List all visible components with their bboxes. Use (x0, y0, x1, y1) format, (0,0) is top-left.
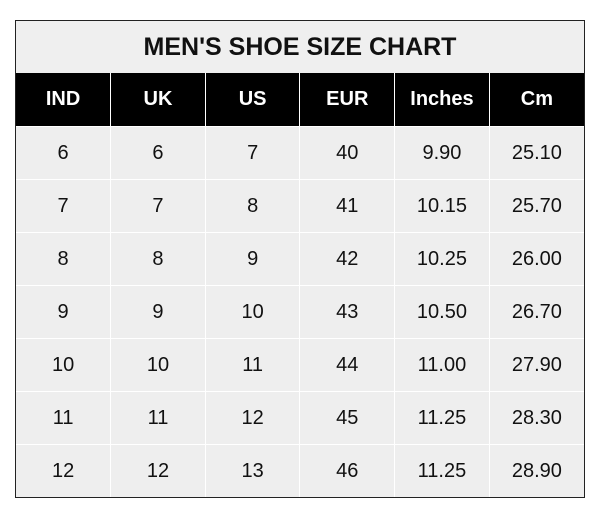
cell-cm: 28.90 (488, 444, 584, 497)
cell-ind: 6 (16, 126, 112, 180)
cell-us: 13 (204, 444, 301, 497)
cell-inches: 11.25 (394, 391, 490, 445)
cell-eur: 44 (299, 338, 396, 392)
cell-uk: 7 (110, 179, 206, 233)
table-row: 8 8 9 42 10.25 26.00 (16, 232, 584, 286)
column-header-us: US (204, 73, 301, 127)
size-table: IND UK US EUR Inches Cm 6 6 7 40 9.90 25.10 7 7 8 41 10… (16, 73, 584, 497)
column-header-ind: IND (16, 73, 112, 127)
cell-ind: 9 (16, 285, 112, 339)
cell-cm: 25.10 (488, 126, 584, 180)
cell-eur: 42 (299, 232, 396, 286)
cell-us: 12 (204, 391, 301, 445)
cell-inches: 10.15 (394, 179, 490, 233)
cell-ind: 8 (16, 232, 112, 286)
cell-cm: 27.90 (488, 338, 584, 392)
column-header-inches: Inches (394, 73, 490, 127)
table-row: 6 6 7 40 9.90 25.10 (16, 126, 584, 180)
cell-eur: 41 (299, 179, 396, 233)
cell-uk: 6 (110, 126, 206, 180)
cell-uk: 8 (110, 232, 206, 286)
column-header-uk: UK (110, 73, 206, 127)
table-row: 9 9 10 43 10.50 26.70 (16, 285, 584, 339)
cell-inches: 11.25 (394, 444, 490, 497)
cell-eur: 46 (299, 444, 396, 497)
table-row: 12 12 13 46 11.25 28.90 (16, 444, 584, 497)
table-row: 7 7 8 41 10.15 25.70 (16, 179, 584, 233)
cell-uk: 11 (110, 391, 206, 445)
cell-us: 11 (204, 338, 301, 392)
cell-inches: 10.50 (394, 285, 490, 339)
cell-us: 7 (204, 126, 301, 180)
table-row: 11 11 12 45 11.25 28.30 (16, 391, 584, 445)
cell-cm: 25.70 (488, 179, 584, 233)
header-row: IND UK US EUR Inches Cm (16, 73, 584, 127)
cell-ind: 10 (16, 338, 112, 392)
column-header-eur: EUR (299, 73, 396, 127)
chart-title: MEN'S SHOE SIZE CHART (16, 21, 584, 73)
column-header-cm: Cm (488, 73, 584, 127)
size-chart: MEN'S SHOE SIZE CHART IND UK US EUR Inches Cm… (15, 20, 585, 498)
cell-inches: 11.00 (394, 338, 490, 392)
cell-us: 9 (204, 232, 301, 286)
cell-eur: 45 (299, 391, 396, 445)
cell-eur: 40 (299, 126, 396, 180)
cell-ind: 7 (16, 179, 112, 233)
cell-cm: 26.70 (488, 285, 584, 339)
table-row: 10 10 11 44 11.00 27.90 (16, 338, 584, 392)
cell-inches: 10.25 (394, 232, 490, 286)
cell-us: 10 (204, 285, 301, 339)
cell-inches: 9.90 (394, 126, 490, 180)
cell-eur: 43 (299, 285, 396, 339)
cell-uk: 10 (110, 338, 206, 392)
cell-cm: 28.30 (488, 391, 584, 445)
cell-uk: 9 (110, 285, 206, 339)
cell-cm: 26.00 (488, 232, 584, 286)
cell-uk: 12 (110, 444, 206, 497)
cell-ind: 11 (16, 391, 112, 445)
cell-us: 8 (204, 179, 301, 233)
cell-ind: 12 (16, 444, 112, 497)
